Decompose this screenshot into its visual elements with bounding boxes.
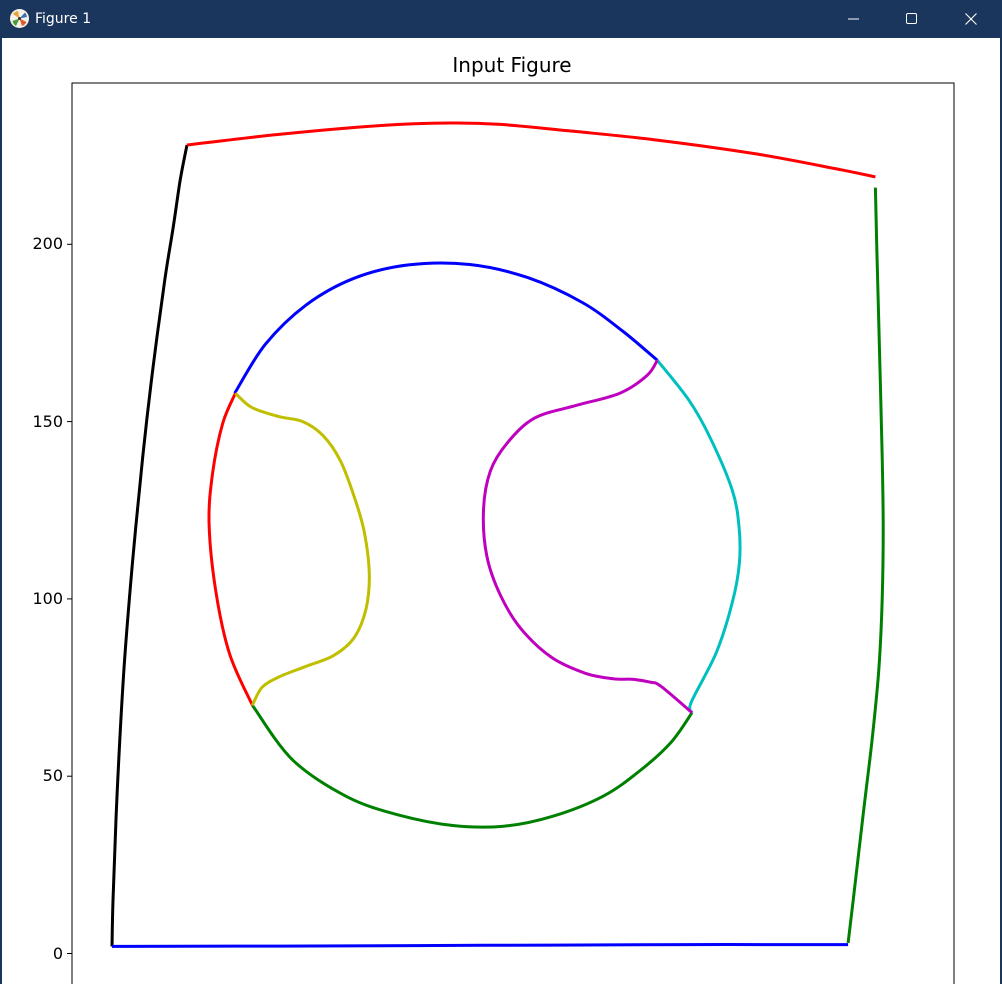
y-tick-label: 200 [32, 234, 63, 254]
close-icon [965, 13, 977, 25]
y-tick-label: 150 [32, 411, 63, 431]
y-tick-label: 0 [52, 943, 63, 963]
figure-canvas[interactable]: Input Figure 0 50 100 150 200 [2, 38, 1000, 984]
series-line-2 [846, 187, 885, 944]
series-line-4 [233, 261, 659, 394]
series-line-9 [481, 359, 693, 714]
axes-frame [71, 82, 955, 984]
y-tick-label: 100 [32, 588, 63, 608]
matplotlib-logo-icon [10, 9, 29, 28]
window-title: Figure 1 [35, 11, 92, 27]
series-line-5 [656, 359, 742, 714]
y-ticks [67, 243, 72, 954]
chart-title: Input Figure [452, 53, 572, 77]
minimize-button[interactable] [825, 0, 883, 38]
series-line-8 [234, 392, 371, 707]
series-line-3 [111, 943, 849, 948]
series-line-6 [251, 704, 694, 829]
y-tick-label: 50 [42, 766, 63, 786]
minimize-icon [848, 18, 859, 20]
series-line-0 [110, 144, 189, 947]
close-button[interactable] [942, 0, 1000, 38]
maximize-button[interactable] [883, 0, 941, 38]
plot-svg [67, 82, 955, 984]
series-line-7 [207, 392, 254, 706]
title-bar[interactable]: Figure 1 [0, 0, 1002, 38]
maximize-icon [906, 13, 917, 24]
series-line-1 [186, 121, 876, 179]
series-layer [110, 121, 885, 948]
